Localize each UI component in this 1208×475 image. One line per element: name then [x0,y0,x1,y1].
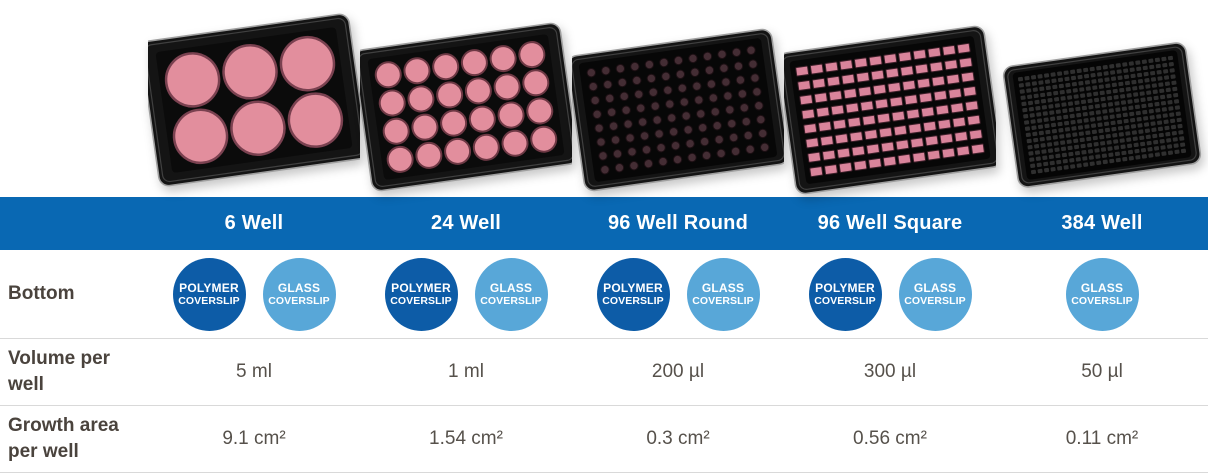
badge-line1: POLYMER [815,280,875,295]
badge-line2: COVERSLIP [814,294,876,307]
glass-coverslip-badge: GLASS COVERSLIP [898,257,972,331]
column-header-96-well-round: 96 Well Round [607,212,749,234]
plate-photo-384-well [996,0,1208,197]
badge-line1: GLASS [1080,280,1124,295]
badge-line1: GLASS [701,280,745,295]
plate-images-row [0,0,1208,197]
volume-value-6-well: 5 ml [236,361,272,382]
column-header-96-well-square: 96 Well Square [817,212,963,234]
plate-photo-6-well [148,0,360,197]
badge-line1: POLYMER [603,280,663,295]
badge-line1: GLASS [489,280,533,295]
badge-line1: POLYMER [391,280,451,295]
growth-area-value-24-well: 1.54 cm² [429,428,503,449]
volume-value-96-well-round: 200 µl [651,361,705,382]
badge-line2: COVERSLIP [904,294,966,307]
badge-line2: COVERSLIP [268,294,330,307]
row-label-growth: Growth area per well [8,415,119,462]
row-label-volume: Volume per well [8,348,111,395]
growth-area-row: Growth area per well 9.1 cm² 1.54 cm² 0.3 … [0,406,1208,473]
column-header-6-well: 6 Well [224,212,284,234]
polymer-coverslip-badge: POLYMER COVERSLIP [596,257,670,331]
glass-coverslip-badge: GLASS COVERSLIP [686,257,760,331]
bottom-badges-24-well: POLYMER COVERSLIP GLASS COVERSLIP [360,250,572,338]
badge-line2: COVERSLIP [480,294,542,307]
bottom-type-row: Bottom POLYMER COVERSLIP GLASS COVERSLIP POL… [0,250,1208,339]
glass-coverslip-badge: GLASS COVERSLIP [262,257,336,331]
bottom-badges-96-well-round: POLYMER COVERSLIP GLASS COVERSLIP [572,250,784,338]
badge-line2: COVERSLIP [178,294,240,307]
polymer-coverslip-badge: POLYMER COVERSLIP [172,257,246,331]
bottom-badges-96-well-square: POLYMER COVERSLIP GLASS COVERSLIP [784,250,996,338]
column-header-24-well: 24 Well [431,212,501,234]
badge-line1: GLASS [277,280,321,295]
plate-photo-96-well-square [784,0,996,197]
volume-value-24-well: 1 ml [448,361,484,382]
badge-line2: COVERSLIP [1071,294,1133,307]
polymer-coverslip-badge: POLYMER COVERSLIP [384,257,458,331]
column-header-384-well: 384 Well [1061,212,1143,234]
growth-area-value-96-well-square: 0.56 cm² [853,428,927,449]
plate-photo-96-well-round [572,0,784,197]
badge-line2: COVERSLIP [602,294,664,307]
badge-line2: COVERSLIP [692,294,754,307]
glass-coverslip-badge: GLASS COVERSLIP [474,257,548,331]
growth-area-value-96-well-round: 0.3 cm² [646,428,710,449]
bottom-badges-6-well: POLYMER COVERSLIP GLASS COVERSLIP [148,250,360,338]
badge-line2: COVERSLIP [390,294,452,307]
growth-area-value-384-well: 0.11 cm² [1065,428,1139,449]
volume-value-384-well: 50 µl [1081,361,1123,382]
header-spacer-cell [0,197,148,250]
table-header-row: 6 Well 24 Well 96 Well Round 96 Well Square… [0,197,1208,250]
volume-per-well-row: Volume per well 5 ml 1 ml 200 µl 300 µl 50 µ… [0,339,1208,406]
row-label-bottom: Bottom [8,283,75,305]
badge-line1: GLASS [913,280,957,295]
glass-coverslip-badge: GLASS COVERSLIP [1065,257,1139,331]
volume-value-96-well-square: 300 µl [863,361,917,382]
plate-photo-24-well [360,0,572,197]
bottom-badges-384-well: GLASS COVERSLIP [996,250,1208,338]
badge-line1: POLYMER [179,280,239,295]
growth-area-value-6-well: 9.1 cm² [222,428,286,449]
polymer-coverslip-badge: POLYMER COVERSLIP [808,257,882,331]
